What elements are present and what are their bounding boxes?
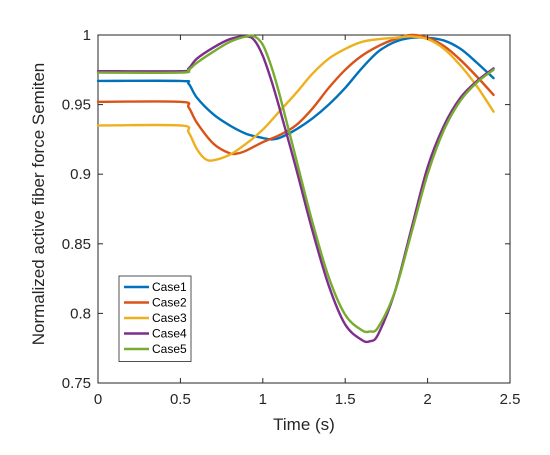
series-line-case2 xyxy=(96,33,495,156)
x-tick-label: 2 xyxy=(423,391,431,408)
x-tick-label: 2.5 xyxy=(500,391,521,408)
legend-label-case1: Case1 xyxy=(152,280,187,294)
y-tick-label: 0.85 xyxy=(62,236,91,253)
x-axis-ticks: 0 0.5 1 1.5 2 2.5 xyxy=(94,35,521,408)
x-tick-label: 0 xyxy=(94,391,102,408)
series-line-case4 xyxy=(96,35,495,344)
x-axis-label: Time (s) xyxy=(273,415,335,434)
legend-label-case3: Case3 xyxy=(152,311,187,325)
y-axis-label: Normalized active fiber force Semiten xyxy=(29,63,48,346)
y-tick-label: 0.75 xyxy=(62,375,91,392)
series-layer xyxy=(96,33,495,344)
legend-label-case5: Case5 xyxy=(152,342,187,356)
x-tick-label: 1.5 xyxy=(335,391,356,408)
x-tick-label: 1 xyxy=(259,391,267,408)
y-tick-label: 1 xyxy=(83,27,91,44)
y-tick-label: 0.9 xyxy=(70,166,91,183)
legend-label-case2: Case2 xyxy=(152,296,187,310)
legend-label-case4: Case4 xyxy=(152,327,187,341)
y-tick-label: 0.95 xyxy=(62,97,91,114)
x-tick-label: 0.5 xyxy=(170,391,191,408)
y-axis-ticks: 0.75 0.8 0.85 0.9 0.95 1 xyxy=(62,27,510,392)
series-line-case5 xyxy=(96,34,495,334)
series-line-case3 xyxy=(96,35,495,162)
y-tick-label: 0.8 xyxy=(70,305,91,322)
